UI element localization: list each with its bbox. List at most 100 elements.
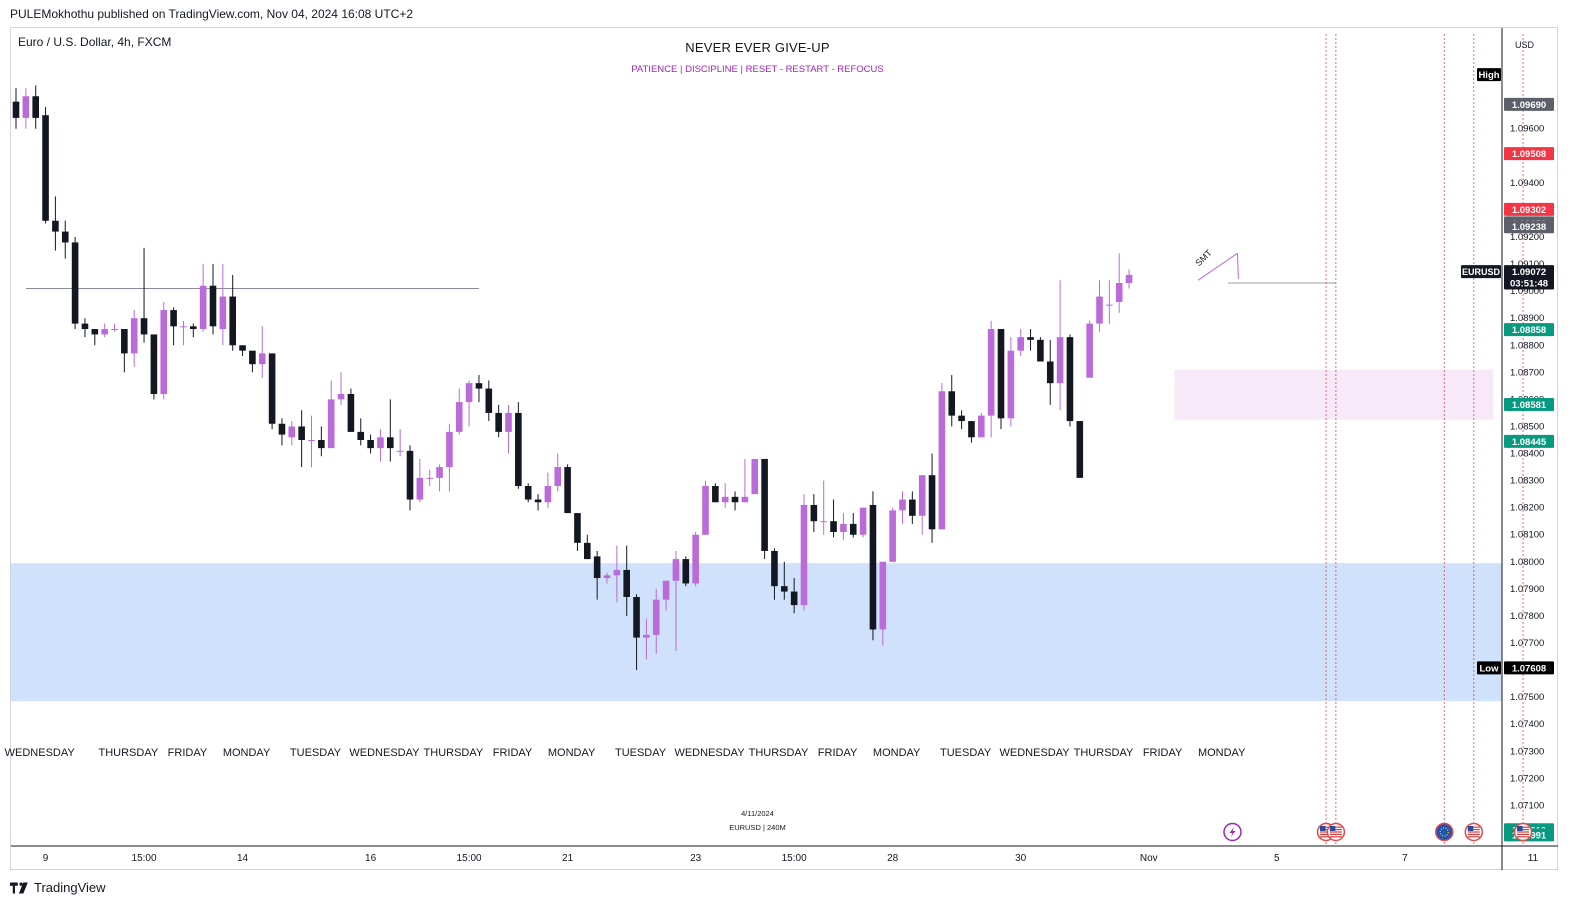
candle[interactable] <box>820 480 827 535</box>
candle[interactable] <box>997 329 1005 430</box>
candle[interactable] <box>416 458 424 503</box>
candle[interactable] <box>1125 269 1133 289</box>
candle[interactable] <box>889 507 896 562</box>
candle[interactable] <box>721 483 729 508</box>
candle[interactable] <box>377 429 384 462</box>
candle[interactable] <box>42 107 49 224</box>
candle[interactable] <box>830 499 837 538</box>
candle[interactable] <box>1115 253 1123 313</box>
candle[interactable] <box>337 372 345 405</box>
candle[interactable] <box>190 323 197 338</box>
candle[interactable] <box>52 196 59 251</box>
candle[interactable] <box>140 247 148 343</box>
candle[interactable] <box>800 494 808 611</box>
us-flag-icon[interactable] <box>1326 822 1346 842</box>
candle[interactable] <box>1066 334 1074 427</box>
candle[interactable] <box>278 418 286 446</box>
candle[interactable] <box>554 453 562 492</box>
candle[interactable] <box>219 264 227 346</box>
candle[interactable] <box>810 494 818 533</box>
demand-zone[interactable] <box>11 563 1502 702</box>
candle[interactable] <box>111 323 118 332</box>
candle[interactable] <box>712 483 719 503</box>
candle[interactable] <box>239 345 246 357</box>
candle[interactable] <box>515 402 522 489</box>
candle[interactable] <box>249 350 256 373</box>
candle[interactable] <box>652 588 660 654</box>
candle[interactable] <box>495 404 502 438</box>
candle[interactable] <box>258 326 266 378</box>
candle[interactable] <box>987 320 995 438</box>
candle[interactable] <box>91 329 99 346</box>
candle[interactable] <box>81 318 89 338</box>
candle[interactable] <box>643 618 650 660</box>
candle[interactable] <box>71 237 79 330</box>
candle[interactable] <box>347 388 355 432</box>
smt-line[interactable] <box>1197 252 1238 281</box>
candle[interactable] <box>475 375 483 403</box>
candle[interactable] <box>199 264 207 332</box>
candle[interactable] <box>150 334 158 400</box>
candle[interactable] <box>948 375 956 427</box>
candle[interactable] <box>859 507 867 538</box>
candle[interactable] <box>938 383 946 530</box>
candle[interactable] <box>593 550 601 600</box>
us-flag-icon[interactable] <box>1513 822 1533 842</box>
candle[interactable] <box>584 534 591 560</box>
candle[interactable] <box>387 399 394 462</box>
us-flag-icon[interactable] <box>1464 822 1484 842</box>
candle[interactable] <box>534 494 542 511</box>
candle[interactable] <box>180 320 187 346</box>
candle[interactable] <box>662 580 670 611</box>
candle[interactable] <box>731 491 739 511</box>
candle[interactable] <box>455 388 463 435</box>
candle[interactable] <box>1076 421 1084 478</box>
candle[interactable] <box>524 483 532 503</box>
candle[interactable] <box>790 578 798 614</box>
lightning-icon[interactable] <box>1223 822 1242 842</box>
candle[interactable] <box>32 85 39 129</box>
candle[interactable] <box>101 323 108 338</box>
candle[interactable] <box>879 561 887 646</box>
candle[interactable] <box>741 458 749 503</box>
candle[interactable] <box>761 458 768 560</box>
candle[interactable] <box>781 561 788 600</box>
candle[interactable] <box>229 274 236 351</box>
candle[interactable] <box>978 412 985 438</box>
candle[interactable] <box>840 513 847 541</box>
tradingview-logo[interactable]: TradingView <box>10 880 106 895</box>
candle[interactable] <box>633 594 640 671</box>
candle[interactable] <box>1017 329 1024 357</box>
candle[interactable] <box>1027 329 1034 351</box>
candle[interactable] <box>465 380 473 427</box>
supply-zone[interactable] <box>1174 369 1494 420</box>
candle[interactable] <box>1056 280 1064 411</box>
chart-frame[interactable] <box>10 27 1558 870</box>
candle[interactable] <box>298 410 305 468</box>
candle[interactable] <box>485 380 493 422</box>
candle[interactable] <box>318 426 325 457</box>
candle[interactable] <box>170 307 177 346</box>
candle[interactable] <box>751 458 759 495</box>
candle[interactable] <box>564 464 571 514</box>
candle[interactable] <box>1046 339 1054 405</box>
candle[interactable] <box>613 545 621 603</box>
candle[interactable] <box>426 469 433 487</box>
candle[interactable] <box>308 415 315 468</box>
candle[interactable] <box>603 572 611 584</box>
candle[interactable] <box>357 418 365 446</box>
candle[interactable] <box>968 421 975 443</box>
candle[interactable] <box>160 301 168 400</box>
eu-flag-icon[interactable] <box>1435 822 1454 842</box>
candle[interactable] <box>771 548 778 600</box>
candle[interactable] <box>682 556 690 587</box>
candle[interactable] <box>928 453 936 543</box>
candle[interactable] <box>367 434 374 454</box>
candle[interactable] <box>446 423 453 492</box>
candle[interactable] <box>899 491 906 524</box>
candle[interactable] <box>1096 280 1103 332</box>
candle[interactable] <box>209 264 217 335</box>
candle[interactable] <box>288 421 296 446</box>
candle[interactable] <box>849 513 857 538</box>
candle[interactable] <box>1037 337 1044 362</box>
